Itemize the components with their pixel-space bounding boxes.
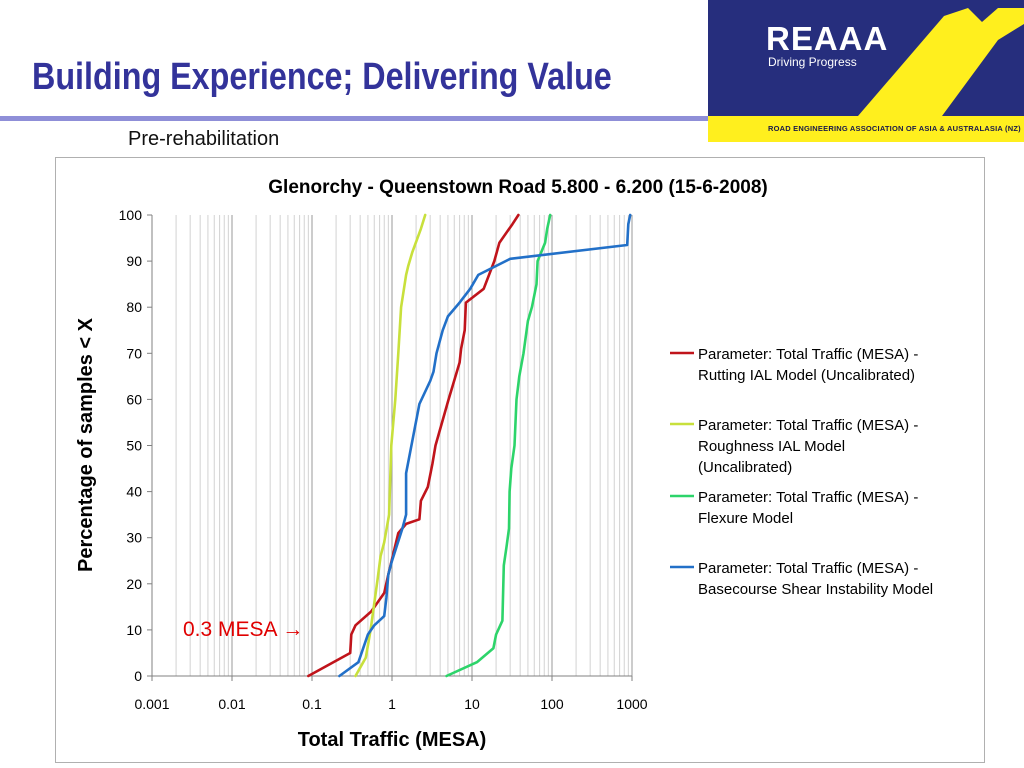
logo-org-name: ROAD ENGINEERING ASSOCIATION OF ASIA & A… — [768, 124, 1021, 133]
chart-title: Glenorchy - Queenstown Road 5.800 - 6.20… — [268, 177, 767, 198]
legend-label: Parameter: Total Traffic (MESA) - — [698, 560, 918, 577]
logo-road-swoosh-icon — [858, 8, 1024, 116]
x-tick-label: 0.01 — [218, 696, 245, 712]
x-tick-label: 1 — [388, 696, 396, 712]
logo-tagline: Driving Progress — [768, 55, 857, 69]
logo-panel: REAAA ® Driving Progress — [708, 0, 1024, 116]
y-tick-label: 100 — [119, 207, 143, 223]
y-axis-title: Percentage of samples < X — [75, 317, 97, 572]
x-axis-title: Total Traffic (MESA) — [298, 729, 487, 751]
slide-subtitle: Pre-rehabilitation — [128, 128, 280, 150]
logo-org-bar: ROAD ENGINEERING ASSOCIATION OF ASIA & A… — [708, 116, 1024, 142]
y-tick-label: 30 — [126, 530, 142, 546]
x-tick-label: 0.001 — [134, 696, 169, 712]
mesa-annotation: 0.3 MESA → — [183, 618, 304, 641]
legend-label: Flexure Model — [698, 510, 793, 527]
legend-label: Rutting IAL Model (Uncalibrated) — [698, 367, 915, 384]
x-tick-label: 1000 — [616, 696, 647, 712]
legend-label: Parameter: Total Traffic (MESA) - — [698, 346, 918, 363]
series-line-1 — [306, 213, 520, 678]
series-line-4 — [338, 213, 632, 678]
title-underline — [0, 116, 708, 121]
x-tick-label: 10 — [464, 696, 480, 712]
legend-label: Parameter: Total Traffic (MESA) - — [698, 489, 918, 506]
y-tick-label: 0 — [134, 668, 142, 684]
y-tick-label: 20 — [126, 576, 142, 592]
legend-label: Parameter: Total Traffic (MESA) - — [698, 417, 918, 434]
legend-label: Basecourse Shear Instability Model — [698, 581, 933, 598]
slide-title: Building Experience; Delivering Value — [32, 56, 612, 98]
logo-wordmark: REAAA — [766, 20, 889, 57]
y-tick-label: 10 — [126, 622, 142, 638]
x-tick-label: 0.1 — [302, 696, 322, 712]
y-tick-label: 70 — [126, 345, 142, 361]
legend-label: (Uncalibrated) — [698, 459, 792, 476]
series-line-2 — [354, 213, 427, 678]
y-tick-label: 40 — [126, 484, 142, 500]
y-tick-label: 50 — [126, 438, 142, 454]
legend-label: Roughness IAL Model — [698, 438, 845, 455]
y-tick-label: 60 — [126, 391, 142, 407]
y-tick-label: 90 — [126, 253, 142, 269]
series-line-3 — [445, 213, 552, 678]
x-tick-label: 100 — [540, 696, 564, 712]
y-tick-label: 80 — [126, 299, 142, 315]
